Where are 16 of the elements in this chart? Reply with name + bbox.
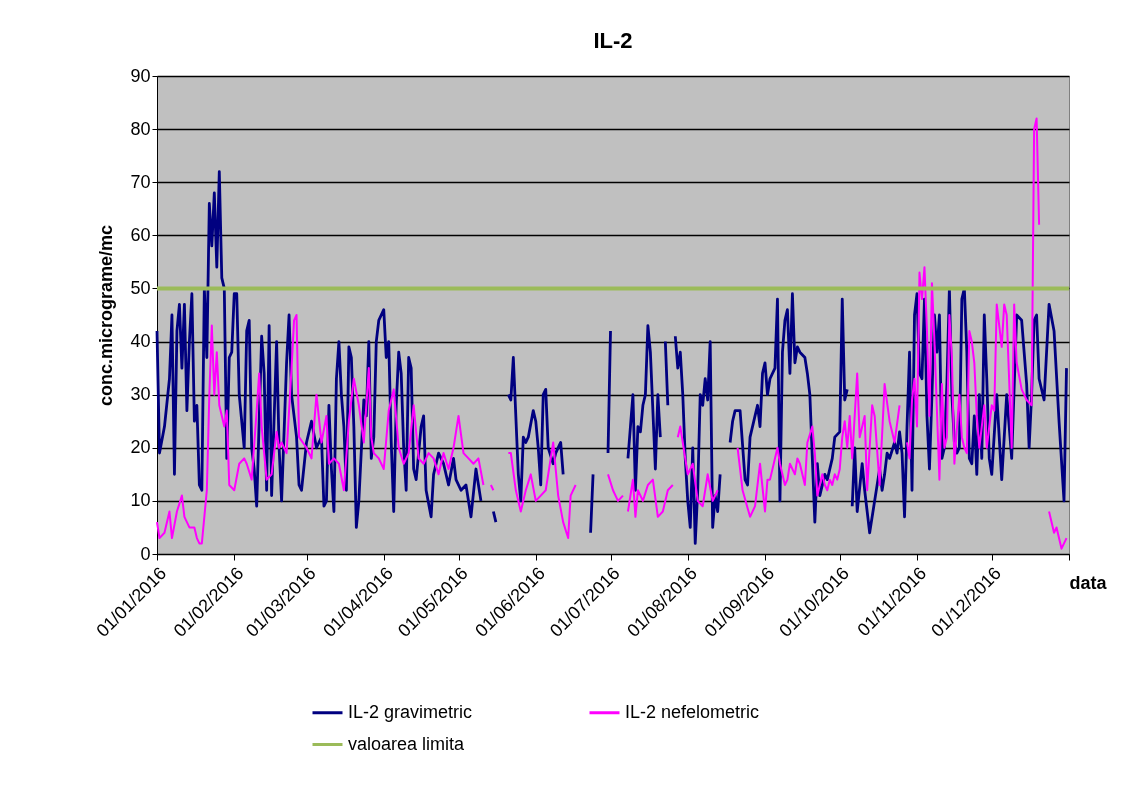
y-tick-label: 40 — [130, 331, 151, 352]
y-axis-title: conc.micrograme/mc — [96, 224, 117, 407]
y-tick-label: 10 — [130, 490, 151, 511]
y-tick-label: 30 — [130, 384, 151, 405]
y-tick-label: 0 — [140, 543, 151, 564]
legend-label: IL-2 nefelometric — [625, 701, 760, 722]
x-axis-title: data — [1069, 572, 1108, 593]
y-tick-label: 60 — [130, 224, 151, 245]
y-tick-label: 70 — [130, 171, 151, 192]
y-tick-label: 20 — [130, 437, 151, 458]
y-tick-label: 90 — [130, 65, 151, 86]
legend-label: IL-2 gravimetric — [348, 701, 473, 722]
y-tick-label: 50 — [130, 277, 151, 298]
legend-label: valoarea limita — [348, 733, 466, 754]
chart-title: IL-2 — [593, 28, 633, 53]
y-tick-label: 80 — [130, 118, 151, 139]
